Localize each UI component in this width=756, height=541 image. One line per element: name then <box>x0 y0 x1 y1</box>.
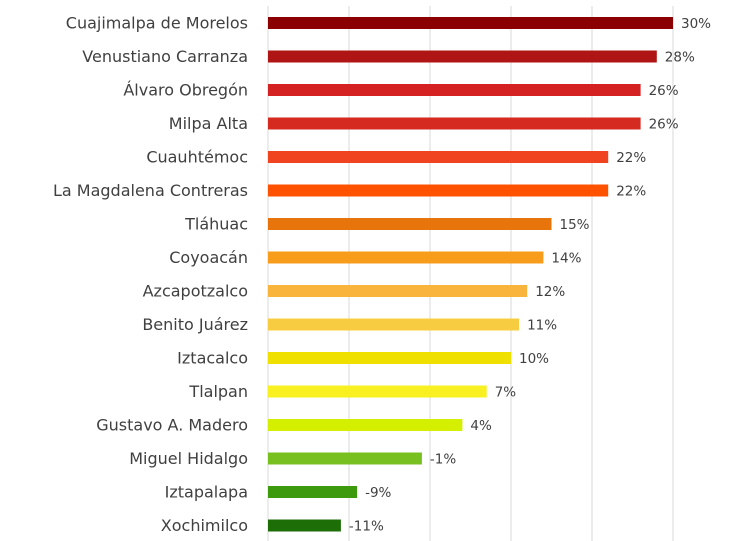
data-label: 26% <box>649 117 679 133</box>
category-label: Milpa Alta <box>169 114 248 133</box>
bar <box>268 519 341 532</box>
bar <box>268 419 463 431</box>
data-label: -11% <box>349 519 384 535</box>
data-label: 12% <box>535 284 565 300</box>
bar <box>268 218 552 230</box>
category-label: Xochimilco <box>161 516 248 535</box>
data-label: 7% <box>495 385 517 401</box>
bar <box>268 251 544 264</box>
data-label: 10% <box>519 351 549 367</box>
data-label: 30% <box>681 16 711 32</box>
bar <box>268 17 673 29</box>
bar <box>268 151 609 163</box>
bar <box>268 84 641 96</box>
category-label: Gustavo A. Madero <box>96 416 248 435</box>
data-label: 26% <box>649 83 679 99</box>
bar <box>268 318 520 331</box>
bar <box>268 486 358 498</box>
bar <box>268 117 641 130</box>
data-label: 28% <box>665 50 695 66</box>
category-label: Coyoacán <box>169 248 248 267</box>
data-label: 15% <box>560 217 590 233</box>
category-label: Iztacalco <box>177 349 248 368</box>
data-label: -1% <box>430 452 456 468</box>
bar <box>268 385 487 398</box>
data-label: 14% <box>551 251 581 267</box>
bar <box>268 50 657 63</box>
bar <box>268 184 609 197</box>
bar <box>268 285 528 297</box>
bar <box>268 452 422 465</box>
category-label: La Magdalena Contreras <box>53 181 248 200</box>
category-label: Cuajimalpa de Morelos <box>66 14 248 33</box>
category-label: Benito Juárez <box>142 315 248 334</box>
data-label: 22% <box>616 184 646 200</box>
category-label: Miguel Hidalgo <box>129 449 248 468</box>
category-label: Tláhuac <box>184 215 248 234</box>
data-label: 22% <box>616 150 646 166</box>
category-label: Azcapotzalco <box>143 282 248 301</box>
data-label: 4% <box>470 418 492 434</box>
category-label: Cuauhtémoc <box>146 148 248 167</box>
category-label: Venustiano Carranza <box>82 47 248 66</box>
category-label: Álvaro Obregón <box>123 81 248 100</box>
category-label: Iztapalapa <box>165 483 248 502</box>
data-label: -9% <box>365 485 391 501</box>
bar <box>268 352 511 364</box>
category-label: Tlalpan <box>188 382 248 401</box>
data-label: 11% <box>527 318 557 334</box>
